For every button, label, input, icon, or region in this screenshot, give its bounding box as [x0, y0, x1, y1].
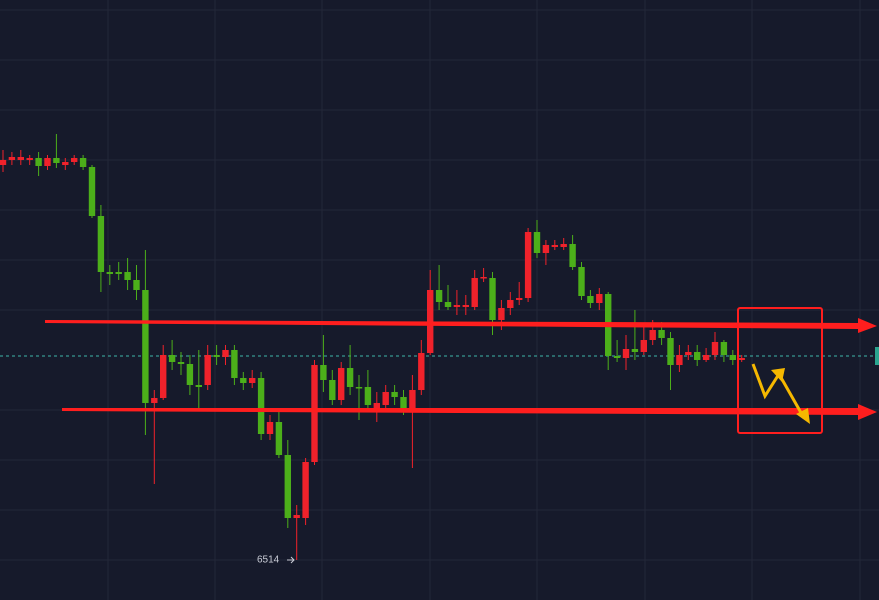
- candle-body: [409, 390, 416, 410]
- candle-body: [702, 355, 710, 360]
- candle-body: [204, 355, 211, 385]
- candle-body: [453, 305, 461, 307]
- forecast-head-1: [771, 368, 785, 382]
- candle-body: [480, 277, 487, 279]
- low-label-arrow: [287, 556, 295, 564]
- candle-body: [320, 365, 327, 380]
- candle-body: [142, 290, 149, 403]
- candle-body: [578, 267, 585, 296]
- candle-body: [240, 378, 247, 383]
- candle-body: [160, 355, 167, 398]
- candle-body: [738, 358, 745, 360]
- candle-body: [124, 272, 131, 280]
- candle-body: [373, 403, 380, 408]
- candle-body: [284, 455, 291, 518]
- forecast-path: [751, 363, 806, 419]
- candle-body: [355, 387, 363, 389]
- candle-body: [302, 462, 309, 518]
- candle-body: [311, 365, 318, 462]
- candle-body: [631, 349, 639, 352]
- candle-body: [711, 342, 719, 355]
- candle-body: [516, 298, 523, 300]
- candle-body: [62, 162, 69, 165]
- candle-body: [658, 330, 665, 338]
- candle-body: [462, 305, 469, 307]
- support-arrow: [62, 404, 877, 420]
- candle-body: [729, 355, 736, 360]
- candle-body: [8, 157, 16, 160]
- candle-body: [97, 216, 105, 272]
- candle-body: [364, 387, 372, 405]
- candle-body: [275, 422, 283, 455]
- candle-body: [435, 290, 443, 302]
- candle-body: [106, 272, 113, 274]
- candle-body: [151, 398, 158, 403]
- candle-body: [587, 296, 594, 303]
- candle-body: [53, 158, 60, 163]
- candle-body: [391, 392, 398, 397]
- candle-body: [257, 378, 265, 434]
- candle-body: [507, 300, 514, 308]
- candle-body: [346, 368, 354, 387]
- price-tag: [875, 347, 879, 365]
- candle-body: [694, 352, 701, 360]
- candle-body: [560, 244, 567, 247]
- candle-body: [640, 340, 647, 352]
- candle-body: [667, 338, 674, 365]
- annotations: [45, 307, 877, 434]
- candle-body: [444, 302, 452, 307]
- candle-body: [26, 158, 33, 160]
- candle-body: [338, 368, 345, 400]
- candle-body: [471, 278, 478, 307]
- candle-body: [676, 355, 683, 365]
- candle-body: [231, 350, 238, 378]
- candle-body: [213, 355, 220, 357]
- candle-body: [293, 515, 300, 518]
- candle-body: [613, 356, 621, 358]
- candle-body: [115, 272, 122, 274]
- candle-body: [498, 308, 505, 320]
- candle-body: [133, 280, 140, 290]
- candle-body: [168, 355, 176, 362]
- candle-body: [720, 342, 728, 355]
- forecast-head-2: [796, 408, 810, 424]
- low-label: 6514: [257, 555, 280, 566]
- candle-body: [382, 392, 389, 405]
- candle-body: [524, 232, 532, 298]
- candle-body: [622, 349, 630, 358]
- candles: [0, 134, 745, 560]
- candle-body: [400, 397, 407, 410]
- candle-body: [88, 167, 96, 216]
- candle-body: [35, 158, 42, 166]
- highlight-box: [737, 307, 823, 434]
- candle-body: [685, 352, 692, 355]
- candle-body: [17, 157, 24, 160]
- candle-body: [222, 350, 229, 357]
- candle-body: [551, 245, 558, 247]
- candle-body: [533, 232, 541, 253]
- candle-body: [186, 364, 194, 385]
- candle-body: [542, 245, 550, 253]
- candle-body: [0, 160, 7, 165]
- candle-body: [596, 294, 603, 303]
- candle-body: [649, 330, 656, 340]
- candle-body: [489, 278, 496, 320]
- candle-body: [418, 353, 425, 390]
- candle-body: [266, 422, 274, 434]
- candle-body: [79, 158, 87, 167]
- candle-body: [249, 378, 256, 383]
- candle-body: [195, 385, 202, 387]
- candle-body: [71, 158, 78, 162]
- candle-body: [329, 380, 336, 400]
- candle-body: [177, 362, 185, 364]
- candle-body: [569, 244, 576, 267]
- candle-body: [44, 158, 51, 166]
- resistance-arrow: [45, 318, 877, 333]
